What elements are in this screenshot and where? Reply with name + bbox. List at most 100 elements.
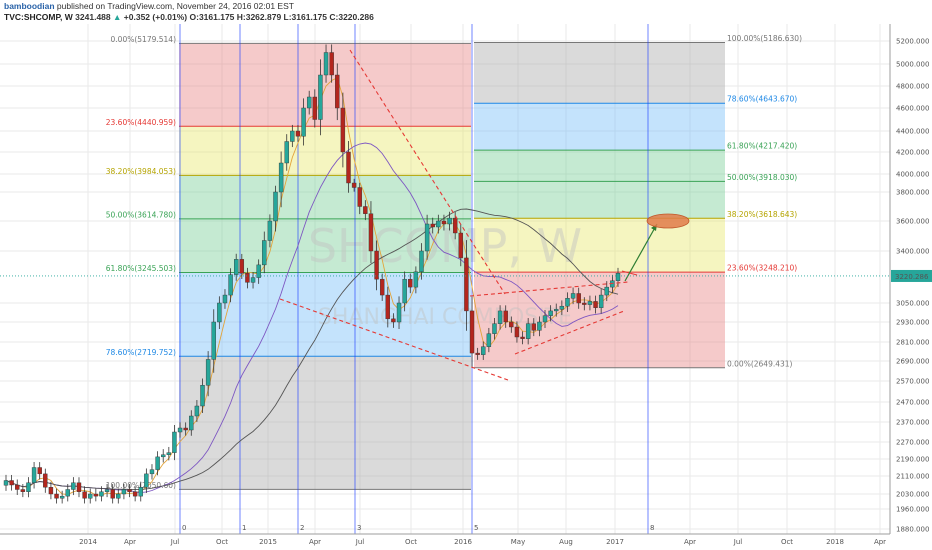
candle-body: [71, 482, 76, 490]
candle-body: [593, 301, 598, 308]
candle: [554, 303, 559, 317]
candle-body: [239, 259, 245, 274]
candle-body: [256, 264, 261, 278]
candle: [481, 341, 486, 360]
candle: [464, 240, 469, 331]
candle-body: [441, 220, 447, 225]
candle: [211, 309, 216, 373]
candle-body: [189, 415, 194, 431]
candle-body: [54, 493, 59, 499]
candle: [525, 318, 531, 345]
candle: [604, 281, 609, 302]
candle: [436, 214, 441, 234]
candle-body: [149, 469, 155, 475]
candle: [335, 63, 340, 121]
candle-body: [424, 223, 430, 252]
candle: [323, 44, 329, 83]
candle: [408, 273, 413, 294]
candle-body: [76, 482, 82, 492]
candle-body: [222, 294, 228, 304]
candle: [228, 268, 233, 303]
candle: [497, 305, 503, 330]
price-tick-label: 3050.000: [896, 300, 929, 308]
candle-body: [155, 456, 160, 470]
candle: [615, 267, 621, 287]
candle: [71, 477, 76, 496]
time-tick-label: Jul: [170, 538, 180, 546]
candle-body: [318, 74, 323, 120]
candle-body: [374, 250, 379, 280]
candle: [250, 272, 256, 289]
candle: [340, 92, 346, 168]
candle: [222, 289, 228, 309]
candle: [402, 271, 407, 312]
price-axis[interactable]: 1880.000 1960.000 2030.000 2110.000 2190.000…: [0, 24, 932, 534]
time-axis[interactable]: 2014 Apr Jul Oct 2015 Apr Jul Oct 2016 May Aug 2017…: [0, 533, 890, 546]
candle: [127, 483, 132, 498]
candle-body: [481, 346, 486, 355]
candle: [357, 182, 362, 215]
candle: [245, 267, 250, 289]
fib-left-label: 23.60%(4440.959): [106, 118, 176, 127]
candle-body: [26, 482, 31, 492]
candle: [351, 178, 357, 192]
candle: [149, 464, 155, 480]
fib-left-label: 78.60%(2719.752): [106, 348, 176, 357]
candle-body: [301, 107, 306, 137]
candle-body: [458, 232, 463, 259]
candle-body: [3, 480, 9, 486]
candle: [379, 273, 385, 301]
candle: [419, 243, 424, 280]
candle-body: [110, 489, 115, 499]
candle-body: [413, 271, 419, 288]
candle-body: [273, 191, 278, 222]
candle: [475, 347, 480, 360]
symbol-label[interactable]: TVC:SHCOMP, W: [4, 12, 73, 22]
time-tick-label: Apr: [874, 538, 886, 546]
candle: [99, 486, 104, 502]
candle: [509, 316, 514, 333]
price-tick-label: 2030.000: [896, 491, 929, 499]
candle-body: [144, 473, 149, 488]
candle-body: [37, 467, 42, 475]
candle: [239, 253, 245, 279]
candle-body: [166, 452, 172, 455]
candle-body: [402, 278, 407, 304]
price-chart[interactable]: 0.00%(5179.514) 23.60%(4440.959) 38.20%(39…: [0, 24, 932, 550]
candle: [520, 331, 525, 345]
time-tick-label: Jul: [733, 538, 743, 546]
candle-body: [509, 321, 514, 328]
candle-body: [323, 52, 329, 76]
price-tick-label: 4000.000: [896, 171, 929, 179]
time-zone-label: 8: [650, 524, 654, 532]
candle-body: [537, 321, 542, 331]
candle-body: [194, 405, 200, 417]
candle: [318, 59, 323, 136]
candle: [413, 266, 419, 294]
candle-body: [525, 323, 531, 339]
candle-body: [363, 206, 368, 214]
author-link[interactable]: bamboodian: [4, 1, 55, 11]
candle: [110, 484, 115, 504]
candle: [59, 490, 65, 504]
candle: [570, 287, 576, 305]
candle-body: [542, 315, 548, 323]
current-price-label: 3220.286: [895, 273, 929, 281]
candle-body: [200, 385, 205, 407]
candle-body: [357, 187, 362, 207]
candle-body: [234, 259, 239, 275]
candle: [54, 488, 59, 504]
price-tick-label: 3800.000: [896, 189, 929, 197]
candle: [273, 185, 278, 232]
candle-body: [430, 223, 435, 228]
candle-body: [93, 493, 99, 497]
chart-header: bamboodian published on TradingView.com,…: [0, 0, 932, 24]
candle: [441, 214, 447, 231]
candle-body: [262, 240, 267, 266]
time-tick-label: Oct: [405, 538, 417, 546]
time-zone-label: 5: [474, 524, 478, 532]
time-tick-label: Jul: [355, 538, 365, 546]
candle-body: [329, 52, 334, 76]
candle-body: [531, 323, 536, 331]
candle: [531, 318, 536, 337]
